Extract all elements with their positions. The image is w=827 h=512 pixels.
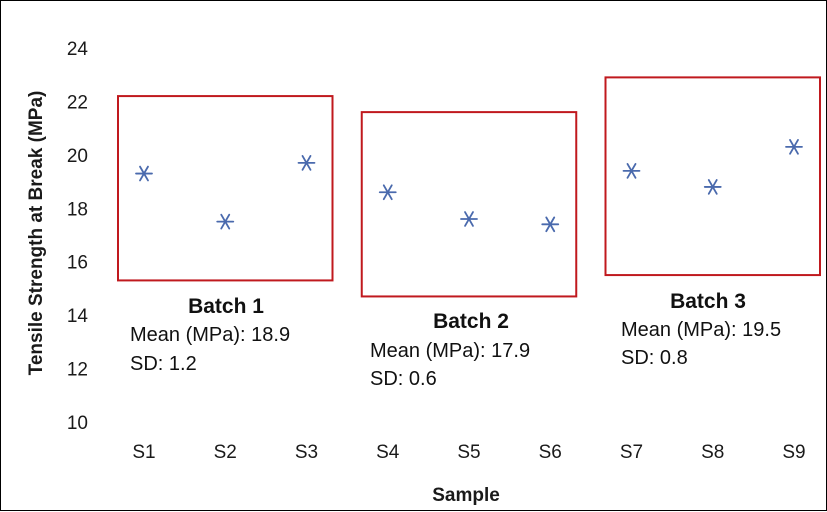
x-tick-label: S3 — [295, 442, 318, 463]
data-point — [378, 184, 397, 201]
y-axis-ticks: 10 12 14 16 18 20 22 24 — [67, 39, 89, 434]
x-tick-label: S4 — [376, 442, 400, 463]
batch-annotations: Batch 1 Mean (MPa): 18.9 SD: 1.2 Batch 2 Mea… — [130, 290, 781, 390]
y-tick-label: 22 — [67, 92, 88, 113]
batch-box — [117, 95, 334, 282]
x-tick-label: S7 — [620, 442, 643, 463]
batch-name: Batch 1 — [188, 295, 264, 318]
batch-name: Batch 2 — [433, 310, 509, 333]
data-point — [622, 163, 641, 179]
data-point — [541, 216, 560, 233]
batch-sd: SD: 0.6 — [370, 368, 437, 390]
data-point — [135, 165, 153, 182]
y-tick-label: 12 — [67, 360, 88, 381]
y-tick-label: 20 — [67, 146, 88, 167]
x-tick-label: S5 — [457, 442, 480, 463]
batch-name: Batch 3 — [670, 290, 746, 313]
y-tick-label: 10 — [67, 413, 88, 434]
batch-sd: SD: 0.8 — [621, 347, 688, 369]
y-tick-label: 18 — [67, 199, 88, 220]
x-tick-label: S1 — [132, 442, 155, 463]
x-axis-title: Sample — [432, 485, 500, 506]
batch-mean: Mean (MPa): 18.9 — [130, 324, 290, 346]
data-point — [460, 211, 478, 227]
data-point — [216, 213, 235, 230]
y-axis-title: Tensile Strength at Break (MPa) — [26, 91, 47, 376]
data-point — [785, 139, 803, 155]
y-tick-label: 24 — [67, 39, 89, 60]
data-point — [297, 155, 316, 171]
batch-sd: SD: 1.2 — [130, 353, 197, 375]
x-axis-ticks: S1 S2 S3 S4 S5 S6 S7 S8 S9 — [132, 442, 805, 463]
x-tick-label: S2 — [214, 442, 237, 463]
batch-box — [604, 76, 821, 277]
x-tick-label: S8 — [701, 442, 724, 463]
x-tick-label: S9 — [782, 442, 805, 463]
y-tick-label: 16 — [67, 253, 88, 274]
y-tick-label: 14 — [67, 306, 89, 327]
x-tick-label: S6 — [539, 442, 562, 463]
batch-mean: Mean (MPa): 19.5 — [621, 319, 781, 341]
data-point — [703, 179, 722, 195]
batch-mean: Mean (MPa): 17.9 — [370, 340, 530, 362]
data-points — [135, 139, 803, 233]
batch-box — [360, 111, 578, 298]
batch-boxes — [117, 76, 821, 298]
